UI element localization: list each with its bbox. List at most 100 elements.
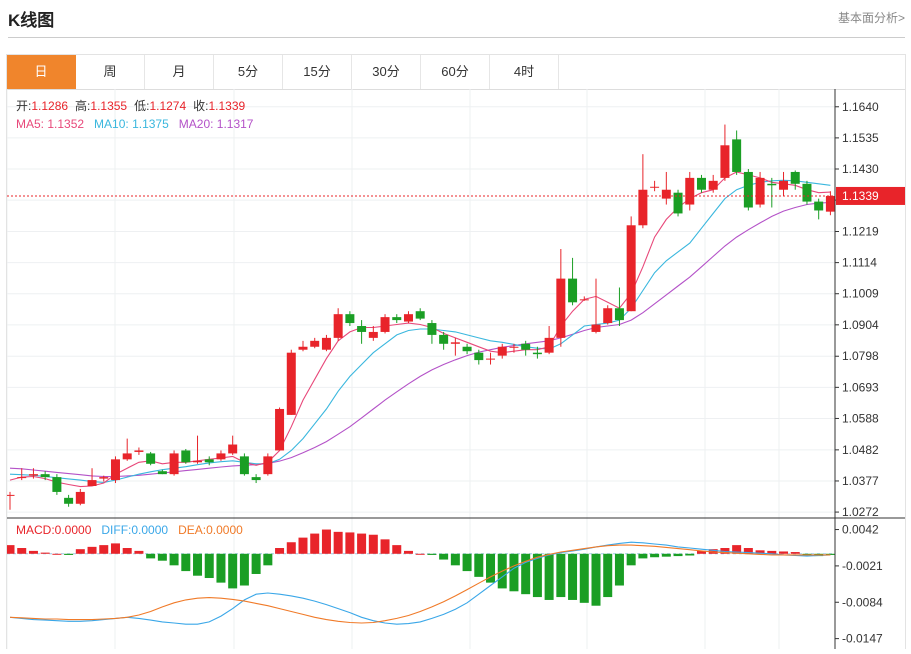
candle-body <box>321 337 331 350</box>
candle-body <box>64 497 74 504</box>
candle-body <box>193 460 203 463</box>
macd-bar <box>310 533 320 554</box>
candle-body <box>239 456 249 475</box>
candle-body <box>532 352 542 355</box>
current-price-label: 1.1339 <box>842 189 879 203</box>
macd-bar <box>380 539 390 554</box>
candle-body <box>732 139 742 172</box>
macd-bar <box>790 552 800 554</box>
tab-15min[interactable]: 15分 <box>283 55 352 89</box>
macd-bar <box>263 553 273 566</box>
candle-body <box>614 308 624 321</box>
candle-body <box>568 278 578 303</box>
tab-60min[interactable]: 60分 <box>421 55 490 89</box>
macd-bar <box>403 550 413 554</box>
candle-body <box>40 474 50 478</box>
price-tick-label: 1.0798 <box>842 349 879 363</box>
candle-body <box>392 317 402 321</box>
candle-body <box>122 453 132 460</box>
tab-month[interactable]: 月 <box>145 55 214 89</box>
macd-bar <box>99 545 109 554</box>
price-tick-label: 1.1430 <box>842 162 879 176</box>
tab-week[interactable]: 周 <box>76 55 145 89</box>
tab-5min[interactable]: 5分 <box>214 55 283 89</box>
price-axis: 1.16401.15351.14301.13251.12191.11141.10… <box>7 100 905 519</box>
macd-bar <box>673 553 683 557</box>
price-tick-label: 1.0693 <box>842 380 879 394</box>
candle-body <box>626 225 636 312</box>
candle-body <box>181 450 191 463</box>
candle-body <box>99 477 109 479</box>
macd-bar <box>193 553 203 576</box>
candle-body <box>87 480 97 487</box>
macd-bar <box>614 553 624 586</box>
ma5-value: 1.1352 <box>47 117 84 131</box>
fundamental-analysis-link[interactable]: 基本面分析> <box>837 11 905 25</box>
macd-tick-label: 0.0042 <box>842 523 879 537</box>
grid-lines <box>6 89 835 649</box>
tab-day[interactable]: 日 <box>7 55 76 89</box>
macd-bar <box>392 545 402 554</box>
candle-body <box>743 171 753 208</box>
candle-body <box>415 311 425 319</box>
candle-body <box>286 352 296 415</box>
macd-bar <box>415 553 425 555</box>
macd-bar <box>110 543 120 554</box>
candlesticks <box>5 124 835 510</box>
diff-line <box>9 541 831 625</box>
ma5-label: MA5: <box>16 117 47 131</box>
price-tick-label: 1.1640 <box>842 100 879 114</box>
tab-4hour[interactable]: 4时 <box>490 55 559 89</box>
macd-bar <box>275 548 285 554</box>
candle-body <box>263 456 273 475</box>
macd-bar <box>732 545 742 554</box>
macd-bar <box>720 548 730 554</box>
candle-body <box>755 177 765 205</box>
candle-body <box>345 314 355 324</box>
candle-body <box>204 459 214 463</box>
macd-bar <box>486 553 496 583</box>
macd-bar <box>661 553 671 557</box>
candle-body <box>720 145 730 178</box>
macd-bar <box>591 553 601 606</box>
candle-body <box>556 278 566 338</box>
macd-bar <box>181 553 191 572</box>
current-price-box <box>836 186 905 205</box>
price-tick-label: 1.0377 <box>842 474 879 488</box>
price-tick-label: 1.1114 <box>842 256 877 270</box>
ma-readout: MA5: 1.1352 MA10: 1.1375 MA20: 1.1317 <box>16 117 254 131</box>
macd-bar <box>64 553 74 555</box>
macd-tick-label: -0.0084 <box>842 595 883 609</box>
macd-bar <box>544 553 554 600</box>
macd-tick-label: -0.0021 <box>842 559 883 573</box>
candle-body <box>333 314 343 338</box>
price-tick-label: 1.0272 <box>842 505 879 519</box>
kline-chart[interactable]: 1.16401.15351.14301.13251.12191.11141.10… <box>5 89 906 649</box>
macd-bar <box>40 552 50 554</box>
candle-body <box>75 491 85 504</box>
ma20-value: 1.1317 <box>217 117 254 131</box>
macd-bar <box>779 551 789 554</box>
macd-readout: MACD:0.0000 DIFF:0.0000 DEA:0.0000 <box>16 523 243 537</box>
candle-body <box>228 444 238 454</box>
macd-bar <box>521 553 531 595</box>
macd-bar <box>509 553 519 592</box>
macd-bar <box>52 553 62 555</box>
candle-body <box>696 177 706 190</box>
candle-body <box>17 477 27 479</box>
ma10-line <box>9 179 831 483</box>
close-value: 1.1339 <box>208 99 245 113</box>
candle-body <box>169 453 179 475</box>
macd-bar <box>286 542 296 554</box>
macd-bar <box>755 550 765 554</box>
candle-body <box>603 308 613 324</box>
macd-bar <box>450 553 460 566</box>
tab-30min[interactable]: 30分 <box>352 55 421 89</box>
kline-svg[interactable]: 1.16401.15351.14301.13251.12191.11141.10… <box>5 89 905 649</box>
candle-body <box>591 324 601 332</box>
price-tick-label: 1.1219 <box>842 225 879 239</box>
candle-body <box>673 192 683 214</box>
macd-bar <box>556 553 566 598</box>
candle-body <box>661 189 671 199</box>
macd-bar <box>357 533 367 554</box>
